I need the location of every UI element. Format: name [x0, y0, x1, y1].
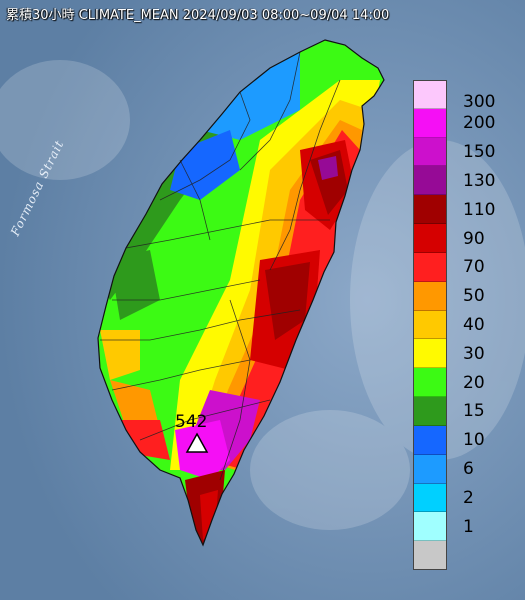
legend-swatch — [413, 252, 447, 282]
legend-swatch — [413, 483, 447, 513]
legend-swatch — [413, 166, 447, 196]
legend-label: 150 — [463, 142, 496, 163]
legend-swatch — [413, 224, 447, 253]
legend: 300 200 150 130 110 90 70 50 40 30 20 15 10 6 2 1 — [413, 80, 503, 570]
legend-swatch — [413, 368, 447, 398]
legend-label: 50 — [463, 286, 485, 307]
legend-label: 110 — [463, 199, 496, 220]
legend-swatch — [413, 195, 447, 225]
triangle-marker-icon — [185, 432, 209, 453]
legend-label: 40 — [463, 315, 485, 335]
legend-swatch — [413, 339, 447, 369]
legend-frame — [413, 80, 447, 570]
map-title: 累積30小時 CLIMATE_MEAN 2024/09/03 08:00~09/… — [6, 8, 390, 23]
legend-label: 300 — [463, 92, 496, 113]
legend-swatch — [413, 454, 447, 484]
legend-label: 2 — [463, 487, 474, 508]
legend-label: 15 — [463, 401, 485, 422]
legend-swatch — [413, 137, 447, 167]
legend-label: 90 — [463, 228, 485, 249]
legend-swatch — [413, 397, 447, 426]
legend-label: 1 — [463, 516, 474, 537]
legend-swatch — [413, 512, 447, 542]
coastline — [97, 39, 385, 547]
legend-label: 6 — [463, 459, 474, 480]
legend-label: 130 — [463, 170, 496, 191]
legend-swatch — [413, 80, 447, 109]
legend-label: 30 — [463, 343, 485, 364]
legend-swatch — [413, 281, 447, 311]
legend-label: 10 — [463, 430, 485, 451]
legend-swatch — [413, 108, 447, 138]
county-boundaries — [100, 51, 341, 481]
legend-label: 200 — [463, 113, 496, 134]
max-rainfall-value: 542 — [175, 412, 208, 432]
legend-swatch — [413, 425, 447, 455]
legend-label: 70 — [463, 257, 485, 278]
legend-swatch — [413, 310, 447, 340]
legend-label: 20 — [463, 372, 485, 393]
legend-swatch — [413, 541, 447, 570]
